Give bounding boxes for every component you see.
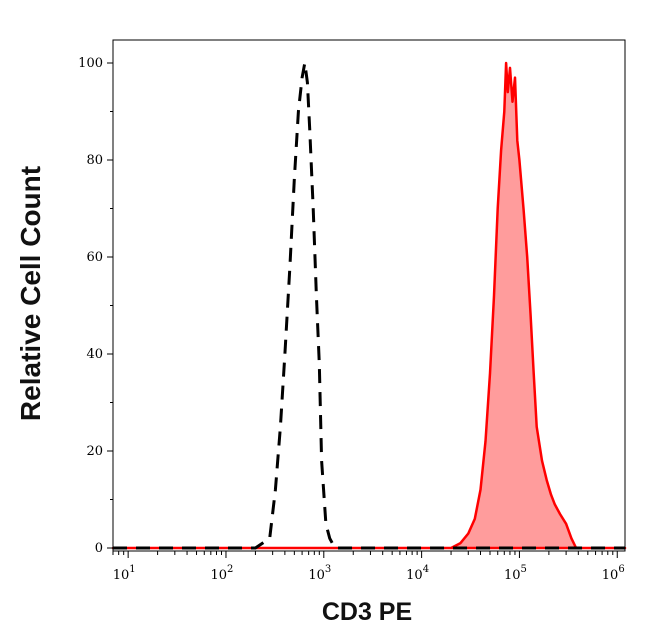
y-tick-label: 40 [86, 347, 103, 362]
unstained-control-histogram [113, 61, 625, 550]
x-tick-label: 102 [211, 564, 234, 583]
x-axis: 101 102 103 104 105 106 [112, 551, 625, 583]
x-tick-label: 101 [113, 564, 136, 583]
y-tick-label: 80 [86, 153, 103, 168]
x-axis-title: CD3 PE [322, 598, 412, 626]
plot-area [111, 61, 627, 550]
y-tick-label: 20 [86, 444, 103, 459]
x-tick-label: 103 [308, 564, 331, 583]
y-tick-label: 60 [86, 250, 103, 265]
plot-frame [112, 39, 626, 552]
y-axis-title: Relative Cell Count [15, 166, 46, 421]
x-tick-label: 104 [406, 564, 429, 583]
y-tick-label: 100 [78, 56, 103, 71]
y-axis: 0 20 40 60 80 100 [78, 56, 113, 556]
cd3-pe-stained-histogram [111, 61, 627, 550]
x-tick-label: 106 [602, 564, 625, 583]
x-tick-label: 105 [504, 564, 527, 583]
y-tick-label: 0 [95, 541, 103, 556]
